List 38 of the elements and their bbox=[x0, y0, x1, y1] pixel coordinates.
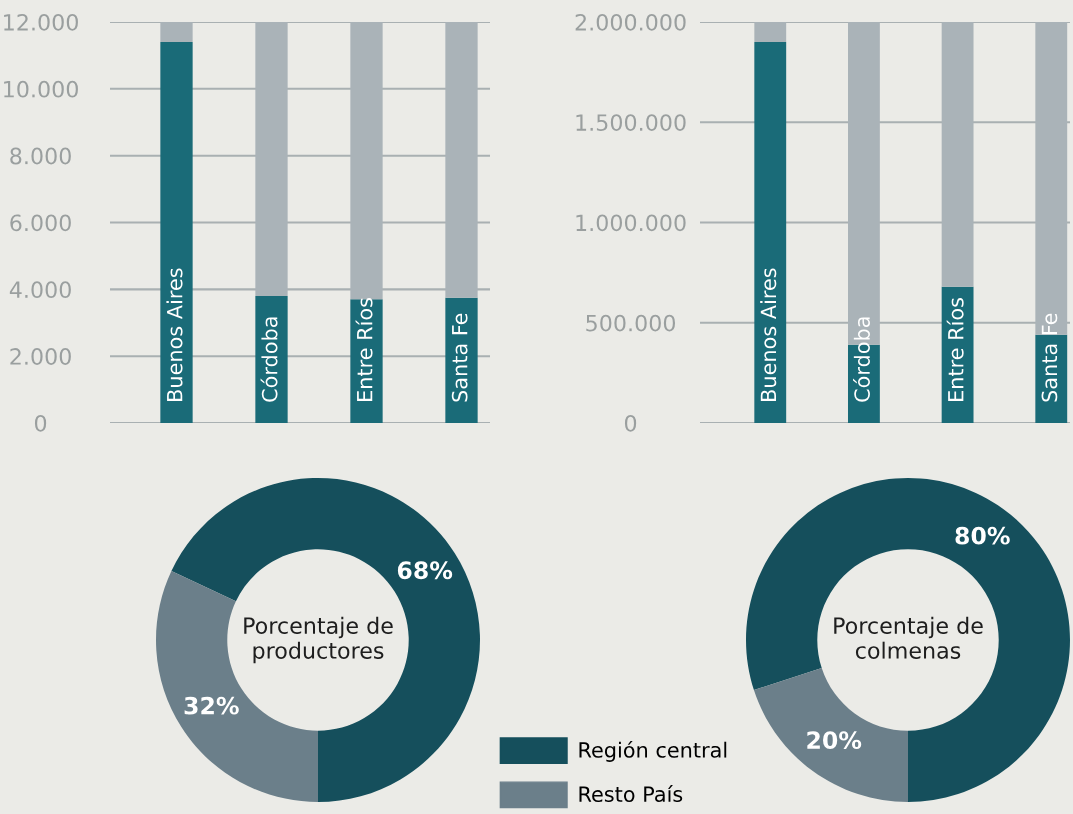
y-tick-label: 4.000 bbox=[9, 281, 71, 299]
data-label: 80% bbox=[955, 526, 1010, 545]
donut-slice bbox=[746, 478, 1070, 802]
bar bbox=[350, 299, 383, 423]
y-tick-label: 10.000 bbox=[4, 80, 78, 98]
y-tick-label: 2.000.000 bbox=[575, 13, 686, 31]
y-tick-label: 6.000 bbox=[10, 214, 71, 232]
y-tick-label: 1.000.000 bbox=[576, 214, 686, 232]
x-tick-label: Córdoba bbox=[260, 317, 278, 402]
y-tick-label: 8.000 bbox=[10, 147, 71, 165]
bar bbox=[445, 297, 478, 423]
y-tick-label: 0 bbox=[34, 414, 47, 432]
data-label: 32% bbox=[184, 696, 239, 715]
text: Porcentaje de colmenas bbox=[834, 616, 983, 659]
data-label: 68% bbox=[397, 561, 453, 580]
x-tick-label: Santa Fe bbox=[451, 313, 468, 402]
x-tick-label: Entre Ríos bbox=[946, 298, 964, 401]
data-label: 20% bbox=[807, 731, 862, 750]
x-tick-label: Córdoba bbox=[853, 317, 870, 402]
text: Porcentaje de productores bbox=[244, 616, 393, 664]
x-tick-label: Buenos Aires bbox=[760, 268, 777, 401]
bar bbox=[754, 42, 787, 423]
donut-slice bbox=[171, 478, 480, 802]
y-tick-label: 500.000 bbox=[586, 314, 676, 332]
y-tick-label: 2.000 bbox=[10, 348, 71, 365]
legend-label: Región central bbox=[579, 740, 727, 762]
donut-slice bbox=[753, 668, 908, 802]
y-tick-label: 1.500.000 bbox=[576, 114, 686, 132]
x-tick-label: Santa Fe bbox=[1041, 313, 1058, 402]
y-tick-label: 12.000 bbox=[4, 13, 78, 31]
bar bbox=[941, 286, 974, 423]
x-tick-label: Buenos Aires bbox=[166, 268, 183, 401]
x-tick-label: Entre Ríos bbox=[355, 298, 373, 401]
bar bbox=[1035, 334, 1068, 423]
legend-label: Resto País bbox=[579, 785, 683, 803]
y-tick-label: 0 bbox=[624, 414, 637, 432]
bar bbox=[255, 296, 288, 423]
bar bbox=[160, 42, 193, 423]
